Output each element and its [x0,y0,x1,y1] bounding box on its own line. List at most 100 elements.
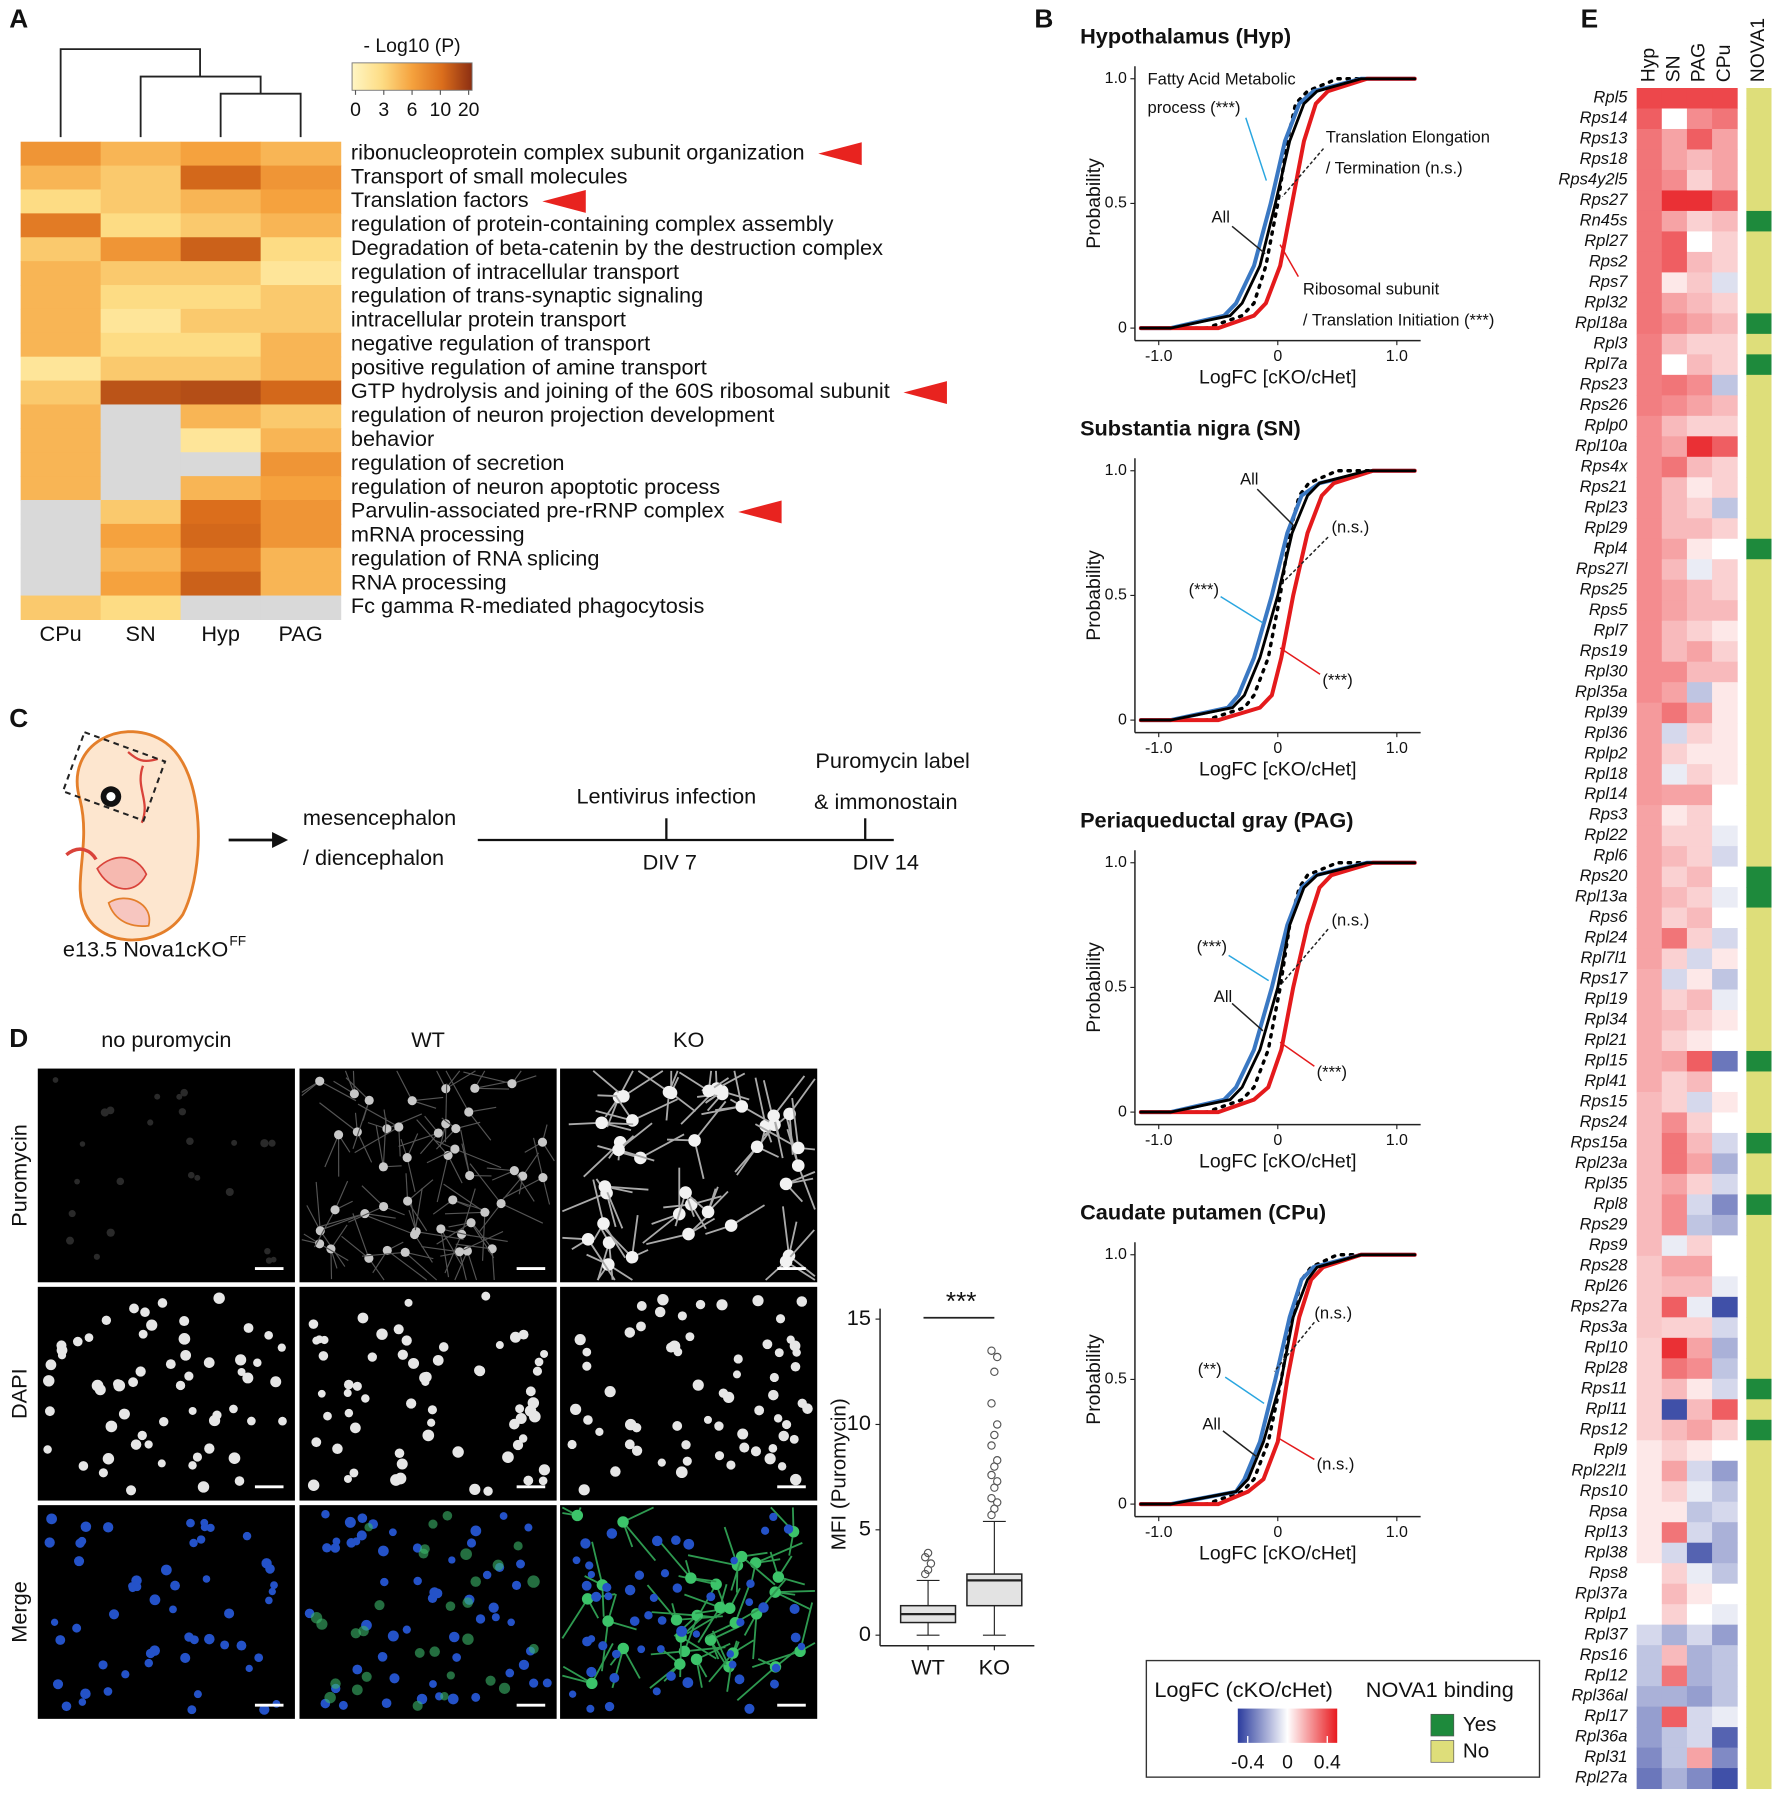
cell [196,1535,206,1544]
cell [624,1584,636,1596]
heatmap-cell [20,476,102,501]
cell [178,1108,187,1116]
gene-label: Rpl36 [1584,723,1628,742]
cell [789,1434,799,1444]
x-tick-label: 0 [1273,1132,1282,1149]
heatmap-cell [260,500,342,525]
cell [112,1379,123,1389]
cdf-line [1139,1253,1417,1506]
cell [202,1575,211,1583]
heatmap-cell [1661,805,1688,827]
outlier [992,1477,1002,1486]
cell [157,1298,168,1308]
cell [61,1701,72,1712]
missing-cell [180,595,262,620]
highlight-arrow [738,500,782,524]
gene-label: Rps26 [1580,395,1629,414]
annotation: Fatty Acid Metabolic [1147,69,1295,88]
heatmap-cell [1686,231,1713,253]
gene-label: Rps27l [1576,559,1629,578]
cell [135,1366,146,1377]
cell [452,1653,461,1662]
embryo-label: e13.5 Nova1cKO [63,937,228,962]
heatmap-cell [260,237,342,262]
cell [724,1602,736,1614]
heatmap-cell [1686,1419,1713,1441]
gene-label: Rpl29 [1584,518,1627,537]
cell [726,1650,735,1658]
neurite [458,1251,467,1281]
heatmap-cell [1686,169,1713,191]
binding-cell [1746,169,1772,191]
heatmap-cell [20,165,102,191]
heatmap-cell [1636,682,1663,704]
heatmap-cell [1661,1563,1688,1585]
cell [523,1475,534,1486]
heatmap-cell [1636,600,1663,622]
cell [358,1625,369,1637]
cell [72,1623,82,1633]
heatmap-cell [1686,251,1713,273]
gene-label: Rpl18a [1575,313,1628,332]
heatmap-cell [1686,1604,1713,1626]
heatmap-cell [1636,190,1663,212]
cell [165,1359,176,1370]
colorbar-tick-label: 0 [1282,1752,1293,1774]
cell [672,1583,683,1593]
binding-cell [1746,190,1772,212]
heatmap-cell [1686,1686,1713,1708]
y-tick-label: 15 [847,1305,871,1330]
cell [602,1582,612,1592]
cell [581,1580,592,1591]
cell [413,1576,422,1586]
gene-label: Rps14 [1580,108,1628,127]
heatmap-cell [180,332,262,358]
binding-cell [1746,1583,1772,1605]
cell [498,1682,511,1694]
cell [72,1336,83,1347]
binding-cell [1746,948,1772,970]
heatmap-cell [1712,1358,1738,1380]
cell [438,1342,449,1352]
cell [662,1085,676,1099]
cell [410,1229,420,1240]
cell [777,1462,787,1471]
cell [203,1357,215,1369]
row-header: Merge [6,1581,31,1643]
binding-cell [1746,682,1772,704]
significance-label: *** [946,1286,977,1316]
neurite [405,1173,409,1202]
heatmap-cell [1636,231,1663,253]
heatmap-cell [1661,1071,1688,1093]
missing-cell [180,452,262,477]
neurite [726,1652,734,1692]
outlier [987,1346,996,1355]
heatmap-cell [1661,559,1688,581]
annotation-leader [1224,1376,1265,1405]
heatmap-cell [1636,415,1663,437]
cell [591,1591,602,1602]
cell [66,1236,75,1245]
heatmap-cell [1636,579,1663,601]
heatmap-cell [1661,1337,1688,1359]
cdf-line [1139,469,1417,722]
cell [436,1224,446,1234]
cell [525,1386,536,1397]
heatmap-cell [1686,1542,1713,1564]
outlier [987,1470,996,1480]
heatmap-cell [1661,784,1688,806]
cell [668,1340,681,1353]
annotation-leader [1220,595,1264,624]
heatmap-cell [1686,1030,1713,1052]
heatmap-cell [1661,1501,1688,1523]
x-tick-label: KO [979,1654,1010,1679]
binding-cell [1746,1481,1772,1503]
annotation-leader [1231,225,1266,255]
cell [466,1218,476,1228]
heatmap-cell [180,261,262,286]
legend-swatch [1430,1740,1455,1763]
neurite [386,1249,428,1281]
heatmap-cell [1712,1501,1738,1523]
annotation-leader [1279,647,1321,675]
binding-cell [1746,600,1772,622]
